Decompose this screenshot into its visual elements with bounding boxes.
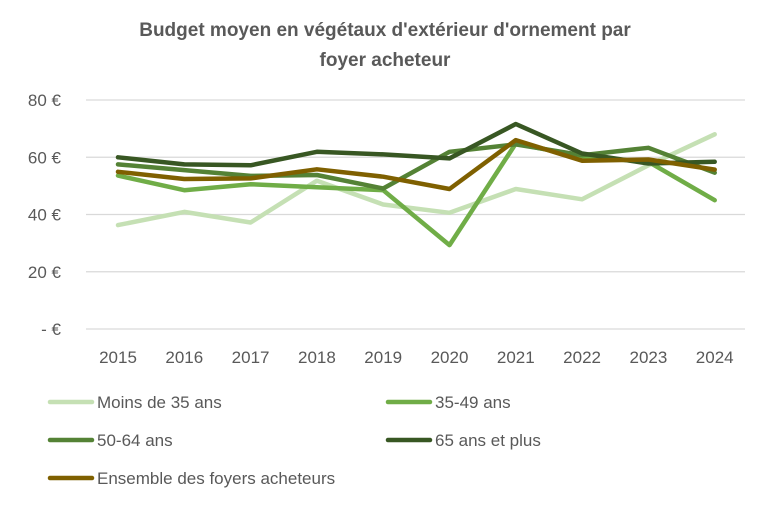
x-tick-label: 2021 bbox=[497, 348, 535, 367]
chart-title-line-2: foyer acheteur bbox=[320, 50, 452, 71]
series-line bbox=[115, 132, 717, 228]
x-tick-label: 2023 bbox=[629, 348, 667, 367]
x-tick-label: 2018 bbox=[298, 348, 336, 367]
y-tick-label: 20 € bbox=[28, 263, 62, 282]
y-tick-label: 40 € bbox=[28, 206, 62, 225]
series-line bbox=[115, 137, 717, 192]
y-tick-label: - € bbox=[41, 320, 61, 339]
x-tick-label: 2015 bbox=[99, 348, 137, 367]
legend-label: 65 ans et plus bbox=[435, 431, 541, 450]
legend-label: Moins de 35 ans bbox=[97, 393, 222, 412]
y-tick-label: 60 € bbox=[28, 148, 62, 167]
y-tick-label: 80 € bbox=[28, 91, 62, 110]
x-tick-label: 2024 bbox=[696, 348, 734, 367]
x-tick-label: 2022 bbox=[563, 348, 601, 367]
x-tick-label: 2019 bbox=[364, 348, 402, 367]
x-tick-label: 2020 bbox=[431, 348, 469, 367]
legend-label: 35-49 ans bbox=[435, 393, 511, 412]
x-tick-label: 2017 bbox=[232, 348, 270, 367]
legend-label: 50-64 ans bbox=[97, 431, 173, 450]
series-line bbox=[115, 142, 717, 191]
legend-label: Ensemble des foyers acheteurs bbox=[97, 469, 335, 488]
x-tick-label: 2016 bbox=[165, 348, 203, 367]
chart-title-line-1: Budget moyen en végétaux d'extérieur d'o… bbox=[139, 20, 631, 41]
